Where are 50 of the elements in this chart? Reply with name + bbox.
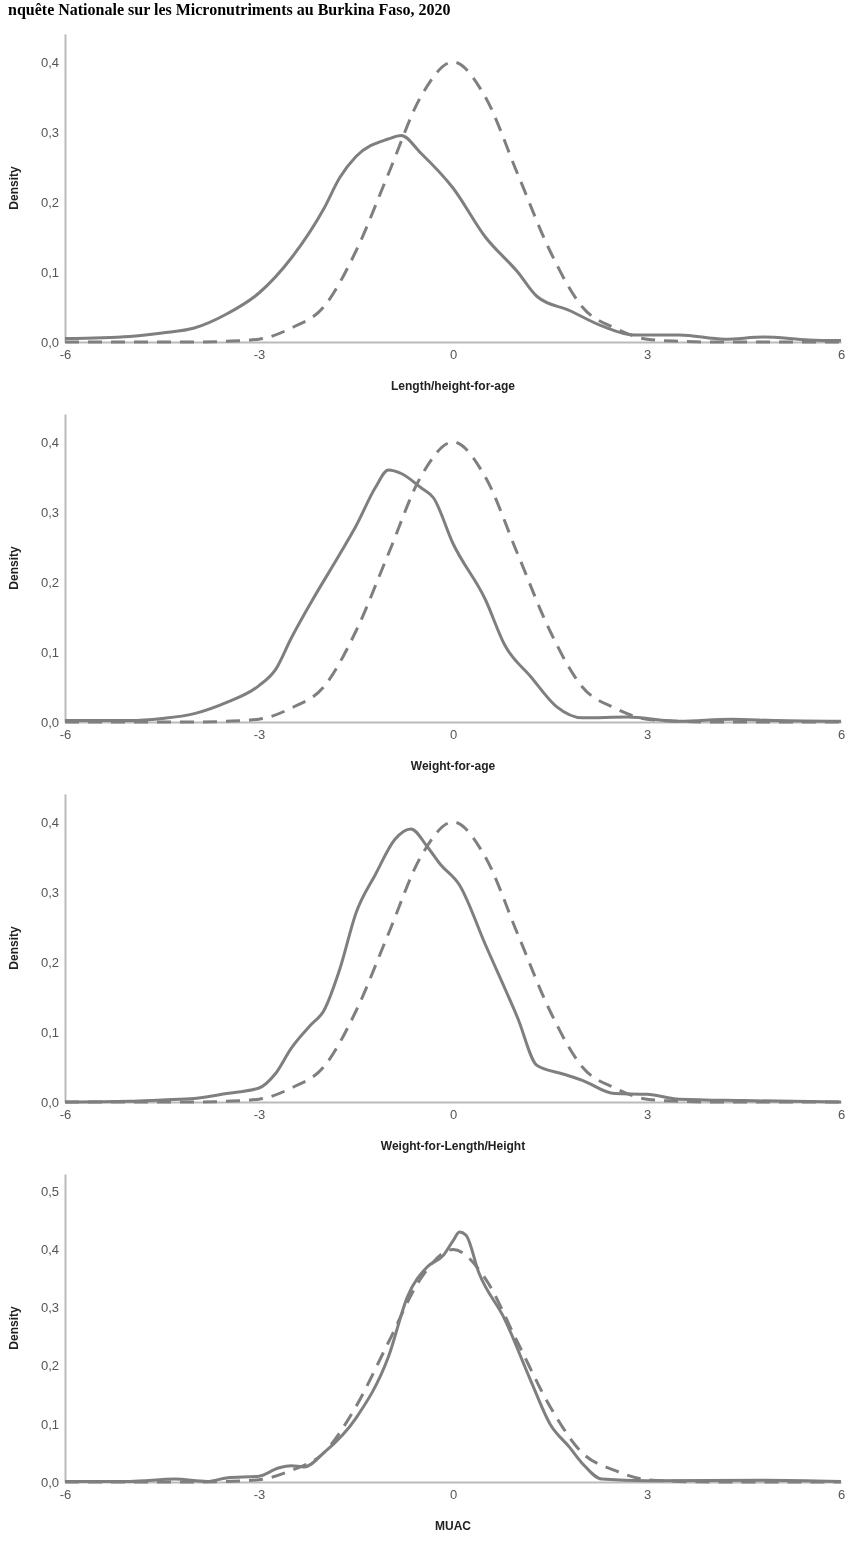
y-tick-label: 0,2 <box>40 954 59 970</box>
y-tick-label: 0,0 <box>40 714 59 730</box>
y-tick-label: 0,1 <box>40 1416 59 1432</box>
y-tick-label: 0,4 <box>40 1242 59 1258</box>
y-axis-title: Density <box>7 926 21 970</box>
x-tick-label: 3 <box>643 1107 652 1123</box>
y-tick-label: 0,1 <box>40 644 59 660</box>
y-axis-title: Density <box>7 166 21 210</box>
y-tick-label: 0,3 <box>40 504 59 520</box>
x-tick-label: 3 <box>643 347 652 363</box>
y-tick-label: 0,2 <box>40 574 59 590</box>
x-tick-label: -6 <box>59 1107 72 1123</box>
y-tick-label: 0,4 <box>40 814 59 830</box>
y-tick-label: 0,5 <box>40 1184 59 1200</box>
y-tick-label: 0,3 <box>40 884 59 900</box>
x-tick-label: 3 <box>643 727 652 743</box>
x-axis-title: MUAC <box>435 1519 472 1533</box>
x-tick-label: 6 <box>837 1107 846 1123</box>
x-axis-title: Weight-for-Length/Height <box>380 1139 526 1153</box>
x-tick-label: -3 <box>253 1107 266 1123</box>
x-tick-label: -6 <box>59 1487 72 1503</box>
x-tick-label: -3 <box>253 347 266 363</box>
y-tick-label: 0,4 <box>40 434 59 450</box>
y-tick-label: 0,1 <box>40 1024 59 1040</box>
y-axis-title: Density <box>7 546 21 590</box>
y-tick-label: 0,1 <box>40 264 59 280</box>
x-tick-label: 3 <box>643 1487 652 1503</box>
y-tick-label: 0,3 <box>40 124 59 140</box>
x-tick-label: -6 <box>59 727 72 743</box>
x-tick-label: 6 <box>837 1487 846 1503</box>
y-tick-label: 0,2 <box>40 1358 59 1374</box>
x-tick-label: 0 <box>449 347 458 363</box>
x-tick-label: -3 <box>253 727 266 743</box>
x-tick-label: 0 <box>449 727 458 743</box>
y-tick-label: 0,3 <box>40 1300 59 1316</box>
x-tick-label: 0 <box>449 1107 458 1123</box>
x-tick-label: -3 <box>253 1487 266 1503</box>
x-axis-title: Length/height-for-age <box>391 379 516 393</box>
y-tick-label: 0,0 <box>40 334 59 350</box>
y-tick-label: 0,0 <box>40 1474 59 1490</box>
y-tick-label: 0,2 <box>40 194 59 210</box>
y-tick-label: 0,0 <box>40 1094 59 1110</box>
x-tick-label: 0 <box>449 1487 458 1503</box>
x-tick-label: 6 <box>837 347 846 363</box>
y-axis-title: Density <box>7 1306 21 1350</box>
x-tick-label: -6 <box>59 347 72 363</box>
x-tick-label: 6 <box>837 727 846 743</box>
y-tick-label: 0,4 <box>40 54 59 70</box>
chart-title: nquête Nationale sur les Micronutriments au Burkina Faso, 2020 <box>8 1 451 19</box>
x-axis-title: Weight-for-age <box>410 759 496 773</box>
